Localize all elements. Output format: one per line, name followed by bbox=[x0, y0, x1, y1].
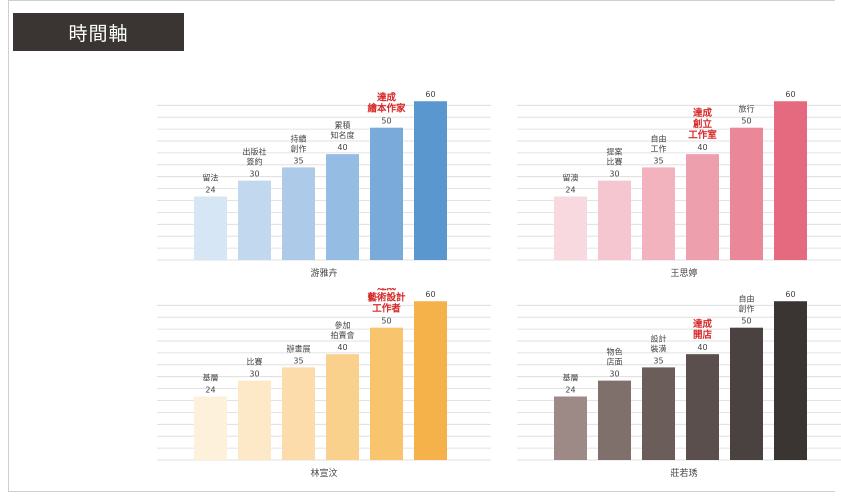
category-label: 比賽 bbox=[247, 357, 263, 367]
data-label: 35 bbox=[653, 156, 663, 165]
data-label: 50 bbox=[381, 117, 391, 126]
data-label: 35 bbox=[293, 356, 303, 365]
data-label: 24 bbox=[565, 185, 575, 194]
bar bbox=[686, 154, 719, 260]
bar bbox=[598, 380, 631, 460]
bar bbox=[326, 354, 359, 460]
chart-wangsiting: 24留澳30提案比賽35自由工作40達成創立工作室50旅行60旅行 王思婷 bbox=[517, 88, 841, 288]
category-label: 設計 bbox=[651, 333, 667, 343]
data-label: 24 bbox=[205, 185, 215, 194]
chart-zhuangruoxiu: 24基層30物色店面35設計裝潢40達成開店50自由創作60旅行 莊若琇 bbox=[517, 288, 841, 488]
bar bbox=[238, 180, 271, 260]
data-label: 30 bbox=[609, 170, 619, 179]
bar bbox=[554, 196, 587, 260]
category-label: 簽約 bbox=[247, 157, 263, 167]
data-label: 30 bbox=[249, 370, 259, 379]
data-label: 30 bbox=[609, 370, 619, 379]
bar bbox=[194, 396, 227, 460]
category-label: 持續 bbox=[291, 133, 307, 143]
page-title: 時間軸 bbox=[13, 13, 184, 51]
milestone-label: 達成 bbox=[377, 288, 397, 293]
chart-wangsiting-svg: 24留澳30提案比賽35自由工作40達成創立工作室50旅行60旅行 bbox=[517, 90, 841, 261]
bar bbox=[774, 301, 807, 460]
category-label: 自由 bbox=[651, 133, 667, 143]
bar bbox=[414, 101, 447, 260]
chart-person-name: 莊若琇 bbox=[670, 469, 698, 479]
data-label: 35 bbox=[293, 156, 303, 165]
chart-zhuangruoxiu-svg: 24基層30物色店面35設計裝潢40達成開店50自由創作60旅行 bbox=[517, 290, 841, 461]
data-label: 50 bbox=[741, 317, 751, 326]
milestone-label: 達成 bbox=[693, 318, 713, 330]
category-label: 留法 bbox=[203, 172, 219, 182]
bar bbox=[642, 367, 675, 460]
bar bbox=[414, 301, 447, 460]
category-label: 留澳 bbox=[563, 172, 579, 182]
category-label: 工作 bbox=[651, 143, 667, 153]
bar bbox=[282, 167, 315, 260]
category-label: 基層 bbox=[563, 372, 579, 382]
bar bbox=[642, 167, 675, 260]
milestone-label: 工作者 bbox=[372, 303, 401, 315]
chart-youyahui-svg: 24留法30出版社簽約35持續創作40累積知名度50達成繪本作家60自由創作 bbox=[157, 90, 491, 261]
chart-linxuanwen-svg: 24基層30比賽35辦畫展40參加拍賣會50達成藝術設計工作者60舊肥蟲 bbox=[157, 288, 491, 461]
data-label: 40 bbox=[697, 143, 707, 152]
category-label: 出版社 bbox=[243, 147, 267, 157]
chart-person-name: 林宣汶 bbox=[310, 469, 338, 479]
data-label: 60 bbox=[425, 90, 435, 99]
bar bbox=[194, 196, 227, 260]
chart-person-name: 游雅卉 bbox=[310, 269, 338, 279]
milestone-label: 創立 bbox=[692, 118, 713, 130]
category-label: 累積 bbox=[335, 120, 351, 130]
bar bbox=[282, 367, 315, 460]
category-label: 拍賣會 bbox=[331, 330, 355, 340]
bar bbox=[730, 327, 763, 460]
data-label: 50 bbox=[381, 317, 391, 326]
bar bbox=[730, 127, 763, 260]
bar bbox=[774, 101, 807, 260]
bar bbox=[554, 396, 587, 460]
category-label: 創作 bbox=[739, 304, 755, 314]
data-label: 40 bbox=[697, 343, 707, 352]
bar bbox=[370, 127, 403, 260]
category-label: 知名度 bbox=[331, 130, 355, 140]
data-label: 24 bbox=[565, 385, 575, 394]
chart-linxuanwen: 24基層30比賽35辦畫展40參加拍賣會50達成藝術設計工作者60舊肥蟲 林宣汶 bbox=[157, 288, 491, 488]
data-label: 40 bbox=[337, 343, 347, 352]
category-label: 提案 bbox=[607, 147, 623, 157]
milestone-label: 工作室 bbox=[688, 129, 717, 141]
category-label: 物色 bbox=[607, 347, 623, 357]
data-label: 60 bbox=[785, 90, 795, 99]
category-label: 比賽 bbox=[607, 157, 623, 167]
milestone-label: 達成 bbox=[693, 107, 713, 119]
data-label: 30 bbox=[249, 170, 259, 179]
category-label: 辦畫展 bbox=[287, 343, 311, 353]
bar bbox=[370, 327, 403, 460]
bar bbox=[238, 380, 271, 460]
category-label: 裝潢 bbox=[651, 343, 667, 353]
category-label: 參加 bbox=[335, 320, 351, 330]
data-label: 24 bbox=[205, 385, 215, 394]
chart-youyahui: 24留法30出版社簽約35持續創作40累積知名度50達成繪本作家60自由創作 游… bbox=[157, 88, 491, 288]
category-label: 店面 bbox=[607, 357, 623, 367]
category-label: 自由 bbox=[739, 294, 755, 304]
bar bbox=[686, 354, 719, 460]
data-label: 50 bbox=[741, 117, 751, 126]
bar bbox=[326, 154, 359, 260]
milestone-label: 藝術設計 bbox=[367, 292, 406, 304]
milestone-label: 繪本作家 bbox=[367, 103, 406, 115]
data-label: 40 bbox=[337, 143, 347, 152]
category-label: 創作 bbox=[291, 143, 307, 153]
data-label: 60 bbox=[785, 290, 795, 299]
data-label: 35 bbox=[653, 356, 663, 365]
milestone-label: 達成 bbox=[377, 92, 397, 104]
bar bbox=[598, 180, 631, 260]
data-label: 60 bbox=[425, 290, 435, 299]
category-label: 基層 bbox=[203, 372, 219, 382]
chart-person-name: 王思婷 bbox=[670, 269, 698, 279]
category-label: 旅行 bbox=[739, 104, 755, 114]
milestone-label: 開店 bbox=[693, 329, 713, 341]
